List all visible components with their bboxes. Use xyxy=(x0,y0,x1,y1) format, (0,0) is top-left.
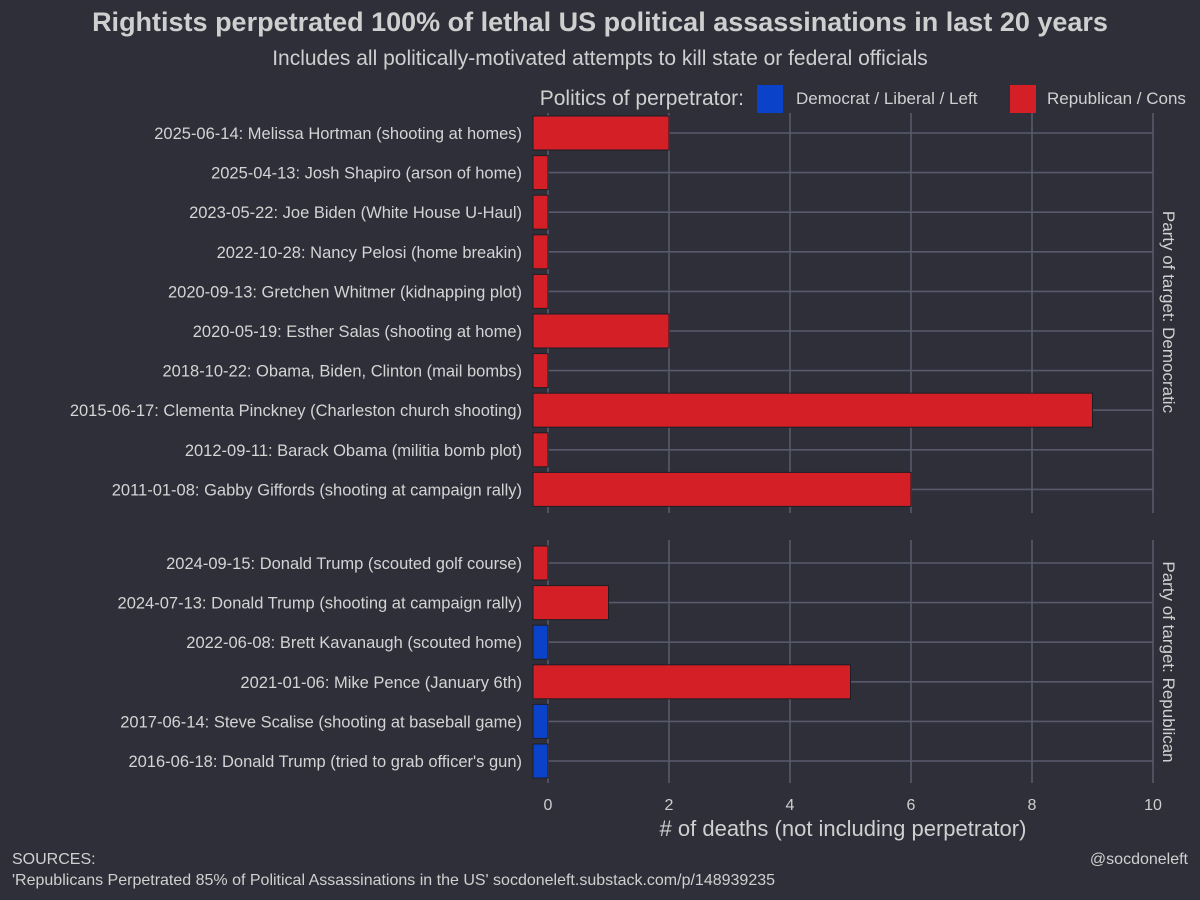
bar xyxy=(532,432,549,468)
y-tick-label: 2021-01-06: Mike Pence (January 6th) xyxy=(240,674,522,692)
y-tick-label: 2023-05-22: Joe Biden (White House U-Hau… xyxy=(189,204,522,222)
bar xyxy=(532,313,670,349)
x-tick-label: 8 xyxy=(1028,797,1037,814)
y-tick-label: 2025-04-13: Josh Shapiro (arson of home) xyxy=(211,165,522,183)
chart-subtitle: Includes all politically-motivated attem… xyxy=(272,47,928,70)
y-tick-label: 2012-09-11: Barack Obama (militia bomb p… xyxy=(185,442,522,460)
bar xyxy=(532,743,549,779)
y-tick-label: 2020-09-13: Gretchen Whitmer (kidnapping… xyxy=(168,283,522,301)
legend-swatch-democrat xyxy=(757,85,783,113)
bar xyxy=(532,664,851,700)
bar xyxy=(532,392,1093,428)
y-tick-label: 2022-06-08: Brett Kavanaugh (scouted hom… xyxy=(186,634,522,652)
x-tick-label: 4 xyxy=(786,797,795,814)
legend-label-republican: Republican / Cons xyxy=(1047,89,1186,108)
x-tick-label: 2 xyxy=(665,797,674,814)
bar xyxy=(532,703,549,739)
bar xyxy=(532,234,549,270)
legend-label-democrat: Democrat / Liberal / Left xyxy=(796,89,978,108)
credit: @socdoneleft xyxy=(1090,851,1189,868)
bar xyxy=(532,155,549,191)
panel-1: 2024-09-15: Donald Trump (scouted golf c… xyxy=(118,540,1154,783)
x-axis-label: # of deaths (not including perpetrator) xyxy=(660,816,1027,841)
y-tick-label: 2025-06-14: Melissa Hortman (shooting at… xyxy=(154,125,522,143)
x-tick-label: 6 xyxy=(907,797,916,814)
y-tick-label: 2016-06-18: Donald Trump (tried to grab … xyxy=(128,753,522,771)
sources-text: 'Republicans Perpetrated 85% of Politica… xyxy=(12,872,775,889)
bar xyxy=(532,353,549,389)
strip-label-democratic: Party of target: Democratic xyxy=(1159,211,1178,414)
y-tick-label: 2011-01-08: Gabby Giffords (shooting at … xyxy=(112,481,522,499)
chart-title: Rightists perpetrated 100% of lethal US … xyxy=(92,7,1108,37)
legend: Politics of perpetrator: Democrat / Libe… xyxy=(540,85,1186,113)
legend-title: Politics of perpetrator: xyxy=(540,87,744,110)
bar xyxy=(532,624,549,660)
plot-area: 2025-06-14: Melissa Hortman (shooting at… xyxy=(70,113,1154,783)
y-tick-label: 2017-06-14: Steve Scalise (shooting at b… xyxy=(120,713,522,731)
x-tick-label: 0 xyxy=(544,797,553,814)
y-tick-label: 2024-09-15: Donald Trump (scouted golf c… xyxy=(166,555,522,573)
y-tick-label: 2015-06-17: Clementa Pinckney (Charlesto… xyxy=(70,402,522,420)
y-tick-label: 2018-10-22: Obama, Biden, Clinton (mail … xyxy=(162,363,522,381)
y-tick-label: 2022-10-28: Nancy Pelosi (home breakin) xyxy=(217,244,522,262)
y-tick-label: 2024-07-13: Donald Trump (shooting at ca… xyxy=(118,595,522,613)
bar xyxy=(532,115,670,151)
y-tick-label: 2020-05-19: Esther Salas (shooting at ho… xyxy=(193,323,522,341)
bar xyxy=(532,585,609,621)
bar xyxy=(532,273,549,309)
sources-heading: SOURCES: xyxy=(12,851,96,868)
x-axis: 0 2 4 6 8 10 # of deaths (not including … xyxy=(544,797,1162,841)
strip-label-republican: Party of target: Republican xyxy=(1159,561,1178,762)
bar xyxy=(532,471,912,507)
bar xyxy=(532,545,549,581)
panel-0: 2025-06-14: Melissa Hortman (shooting at… xyxy=(70,113,1154,513)
x-tick-label: 10 xyxy=(1144,797,1162,814)
bar xyxy=(532,194,549,230)
legend-swatch-republican xyxy=(1010,85,1036,113)
